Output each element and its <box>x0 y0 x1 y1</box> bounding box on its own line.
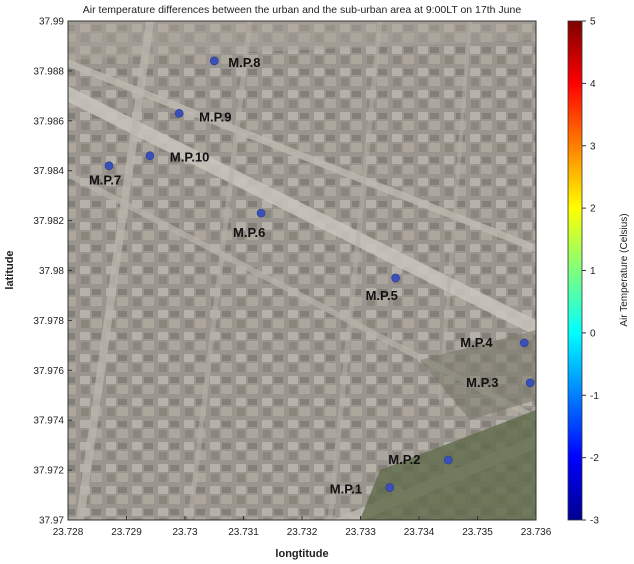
y-tick-label: 37.986 <box>33 116 64 127</box>
measurement-point-marker <box>174 109 184 118</box>
x-tick-label: 23.73 <box>172 527 197 538</box>
y-tick-label: 37.978 <box>33 316 64 327</box>
x-axis-label: longtitude <box>275 548 328 560</box>
measurement-point-marker <box>104 161 114 171</box>
measurement-point-label: M.P.4 <box>460 335 493 350</box>
colorbar-label: Air Temperature (Celsius) <box>619 213 630 326</box>
measurement-point-marker <box>519 338 529 348</box>
measurement-point-label: M.P.9 <box>199 109 231 124</box>
x-tick-label: 23.733 <box>345 527 376 538</box>
colorbar-tick-label: 5 <box>590 17 596 28</box>
colorbar-tick-label: -3 <box>590 516 599 527</box>
measurement-point-label: M.P.2 <box>388 452 420 467</box>
colorbar-tick-label: 0 <box>590 328 596 339</box>
measurement-point-marker <box>256 208 266 218</box>
y-axis: 37.97 37.972 37.974 37.976 37.978 37.98 37.982… <box>33 17 72 527</box>
y-tick-label: 37.976 <box>33 366 64 377</box>
measurement-point-label: M.P.8 <box>228 55 260 70</box>
x-tick-label: 23.728 <box>53 527 84 538</box>
colorbar-tick-label: 3 <box>590 141 596 152</box>
x-tick-label: 23.731 <box>228 527 259 538</box>
colorbar-ticks: 5 4 3 2 1 0 -1 -2 -3 <box>582 17 599 527</box>
measurement-point-label: M.P.5 <box>366 288 398 303</box>
colorbar-tick-label: 1 <box>590 266 596 277</box>
x-tick-label: 23.735 <box>462 527 493 538</box>
colorbar-tick-label: 4 <box>590 79 596 90</box>
chart-title: Air temperature differences between the … <box>83 4 522 16</box>
measurement-point-label: M.P.10 <box>170 150 210 165</box>
measurement-point-marker <box>443 455 453 465</box>
map-background <box>68 21 536 520</box>
y-axis-label: latitude <box>4 250 16 289</box>
x-tick-label: 23.732 <box>287 527 318 538</box>
measurement-point-label: M.P.1 <box>330 482 362 497</box>
y-tick-label: 37.988 <box>33 66 64 77</box>
colorbar-tick-label: -1 <box>590 391 599 402</box>
x-tick-label: 23.729 <box>111 527 142 538</box>
y-tick-label: 37.99 <box>39 17 64 28</box>
x-tick-label: 23.736 <box>521 527 552 538</box>
colorbar-tick-label: 2 <box>590 204 596 215</box>
y-tick-label: 37.982 <box>33 216 64 227</box>
colorbar <box>567 20 583 521</box>
x-tick-label: 23.734 <box>404 527 435 538</box>
colorbar-tick-label: -2 <box>590 453 599 464</box>
y-tick-label: 37.972 <box>33 466 64 477</box>
measurement-point-marker <box>391 273 400 283</box>
measurement-points: M.P.1 M.P.2 M.P.3 M.P.4 M.P.5 M.P.6 M.P.7 M.P.8… <box>89 55 535 497</box>
measurement-point-label: M.P.3 <box>466 375 498 390</box>
measurement-point-label: M.P.7 <box>89 173 121 188</box>
y-tick-label: 37.97 <box>39 516 64 527</box>
measurement-point-marker <box>145 151 155 161</box>
measurement-point-marker <box>385 483 395 492</box>
x-axis: 23.728 23.729 23.73 23.731 23.732 23.733 23.73… <box>53 516 552 538</box>
measurement-point-marker <box>525 378 535 388</box>
y-tick-label: 37.974 <box>33 416 64 427</box>
y-tick-label: 37.98 <box>39 266 64 277</box>
measurement-point-marker <box>209 56 219 66</box>
y-tick-label: 37.984 <box>33 166 64 177</box>
measurement-point-label: M.P.6 <box>233 225 265 240</box>
